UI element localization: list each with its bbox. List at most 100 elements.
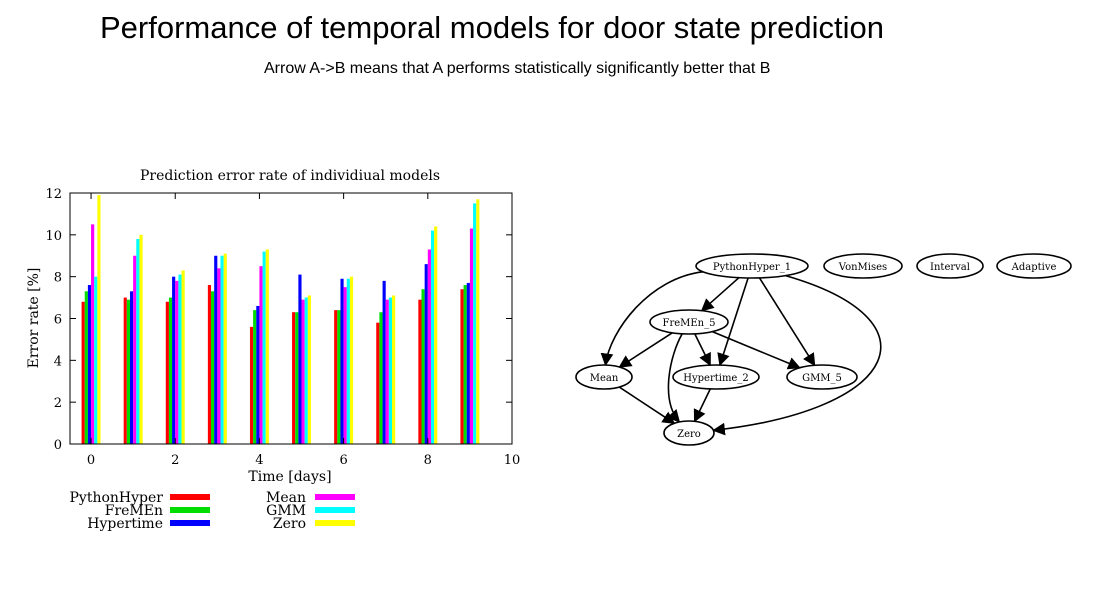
bar-pythonhyper-day-7 (376, 322, 380, 444)
y-tick-label: 4 (54, 354, 62, 369)
graph-node-vonmises: VonMises (823, 253, 903, 279)
legend-swatch-mean (315, 494, 355, 500)
bar-pythonhyper-day-8 (418, 299, 422, 444)
y-tick-label: 0 (54, 438, 62, 453)
bar-mean-day-7 (385, 299, 389, 444)
bar-fremen-day-4 (253, 310, 257, 444)
x-tick-label: 4 (255, 453, 263, 468)
bar-hypertime-day-1 (129, 291, 134, 444)
graph-node-label: GMM_5 (802, 373, 842, 384)
graph-node-zero: Zero (663, 420, 715, 446)
bar-zero-day-1 (139, 234, 143, 444)
bar-fremen-day-9 (463, 285, 467, 444)
bar-zero-day-7 (392, 295, 396, 444)
edge-fremen_5-to-gmm_5 (711, 330, 801, 370)
graph-node-shape (916, 253, 984, 279)
bar-mean-day-3 (217, 268, 221, 444)
graph-node-interval: Interval (916, 253, 984, 279)
legend-label-gmm: GMM (266, 503, 306, 519)
bar-pythonhyper-day-6 (334, 310, 338, 444)
graph-node-fremen_5: FreMEn_5 (649, 309, 729, 335)
edge-pythonhyper_1-to-gmm_5 (758, 277, 816, 367)
y-tick-label: 2 (54, 396, 62, 411)
y-tick-label: 10 (45, 229, 62, 244)
bar-zero-day-6 (349, 276, 354, 444)
bars-layer (81, 195, 480, 445)
bar-mean-day-9 (469, 228, 474, 444)
bar-zero-day-0 (97, 195, 101, 444)
bar-pythonhyper-day-1 (123, 297, 127, 444)
edge-hypertime_2-to-zero (693, 388, 712, 423)
graph-node-label: Interval (930, 262, 970, 273)
graph-node-label: Hypertime_2 (683, 373, 748, 384)
bar-mean-day-8 (427, 249, 431, 444)
bar-fremen-day-5 (295, 312, 299, 444)
bar-mean-day-4 (259, 266, 263, 444)
bar-zero-day-9 (476, 199, 480, 444)
bar-pythonhyper-day-0 (81, 301, 85, 444)
bar-hypertime-day-9 (466, 282, 470, 444)
bar-mean-day-5 (301, 299, 305, 444)
ticks-layer: 0 2 4 6 8 10 12 0 2 4 6 8 10 (45, 187, 520, 468)
bar-zero-day-2 (181, 270, 185, 444)
bar-gmm-day-8 (430, 230, 435, 444)
legend-swatch-hypertime (170, 520, 210, 526)
legend-swatch-fremen (170, 507, 210, 513)
bar-gmm-day-3 (220, 255, 224, 444)
bar-hypertime-day-3 (214, 255, 218, 444)
y-tick-label: 12 (45, 187, 62, 202)
bar-pythonhyper-day-5 (292, 312, 296, 444)
graph-node-gmm_5: GMM_5 (786, 364, 858, 390)
legend-label-hypertime: Hypertime (87, 516, 163, 532)
slide-title: Performance of temporal models for door … (100, 10, 884, 45)
bar-fremen-day-7 (379, 312, 383, 444)
bar-zero-day-8 (434, 226, 438, 444)
y-axis-label: Error rate [%] (26, 268, 42, 369)
chart-title: Prediction error rate of individiual mod… (140, 168, 440, 184)
graph-node-label: Adaptive (1011, 262, 1057, 273)
bar-gmm-day-6 (346, 278, 350, 444)
bar-fremen-day-6 (337, 310, 341, 444)
bar-zero-day-5 (307, 295, 311, 444)
legend-label-pythonhyper: PythonHyper (70, 490, 164, 506)
graph-node-pythonhyper_1: PythonHyper_1 (695, 253, 809, 279)
edge-mean-to-zero (618, 386, 676, 425)
x-axis-label: Time [days] (248, 469, 331, 485)
bar-gmm-day-9 (473, 203, 477, 444)
bar-hypertime-day-8 (424, 264, 428, 444)
graph-node-mean: Mean (575, 364, 633, 390)
bar-chart: Prediction error rate of individiual mod… (26, 168, 520, 532)
graph-node-shape (786, 364, 858, 390)
x-tick-label: 0 (87, 453, 95, 468)
bar-mean-day-6 (343, 287, 347, 445)
graph-node-shape (663, 420, 715, 446)
bar-gmm-day-1 (136, 239, 140, 444)
bar-zero-day-4 (265, 249, 269, 444)
graph-node-hypertime_2: Hypertime_2 (672, 364, 760, 390)
legend-label-fremen: FreMEn (105, 503, 163, 519)
bar-gmm-day-7 (388, 297, 393, 444)
bar-mean-day-0 (91, 224, 95, 445)
bar-fremen-day-3 (211, 291, 215, 444)
bar-hypertime-day-7 (382, 280, 386, 444)
edge-pythonhyper_1-to-hypertime_2 (717, 277, 749, 367)
bar-hypertime-day-0 (87, 285, 92, 444)
graph-node-label: Mean (590, 373, 619, 384)
slide-subtitle: Arrow A->B means that A performs statist… (264, 60, 771, 77)
legend-label-zero: Zero (273, 516, 306, 532)
legend-label-mean: Mean (266, 490, 306, 506)
bar-gmm-day-5 (304, 297, 308, 444)
bar-gmm-day-2 (178, 274, 182, 444)
bar-fremen-day-0 (84, 291, 88, 444)
graph-node-shape (823, 253, 903, 279)
bar-gmm-day-0 (94, 276, 98, 444)
edge-pythonhyper_1-to-fremen_5 (700, 277, 740, 312)
x-tick-label: 8 (424, 453, 432, 468)
bar-hypertime-day-2 (172, 276, 176, 444)
edge-fremen_5-to-mean (618, 332, 673, 368)
graph-node-shape (649, 309, 729, 335)
edge-pythonhyper_1-to-mean (600, 271, 703, 367)
legend-swatch-gmm (315, 507, 355, 513)
graph-nodes: PythonHyper_1 VonMises Interval Adaptive Fre… (575, 253, 1072, 446)
